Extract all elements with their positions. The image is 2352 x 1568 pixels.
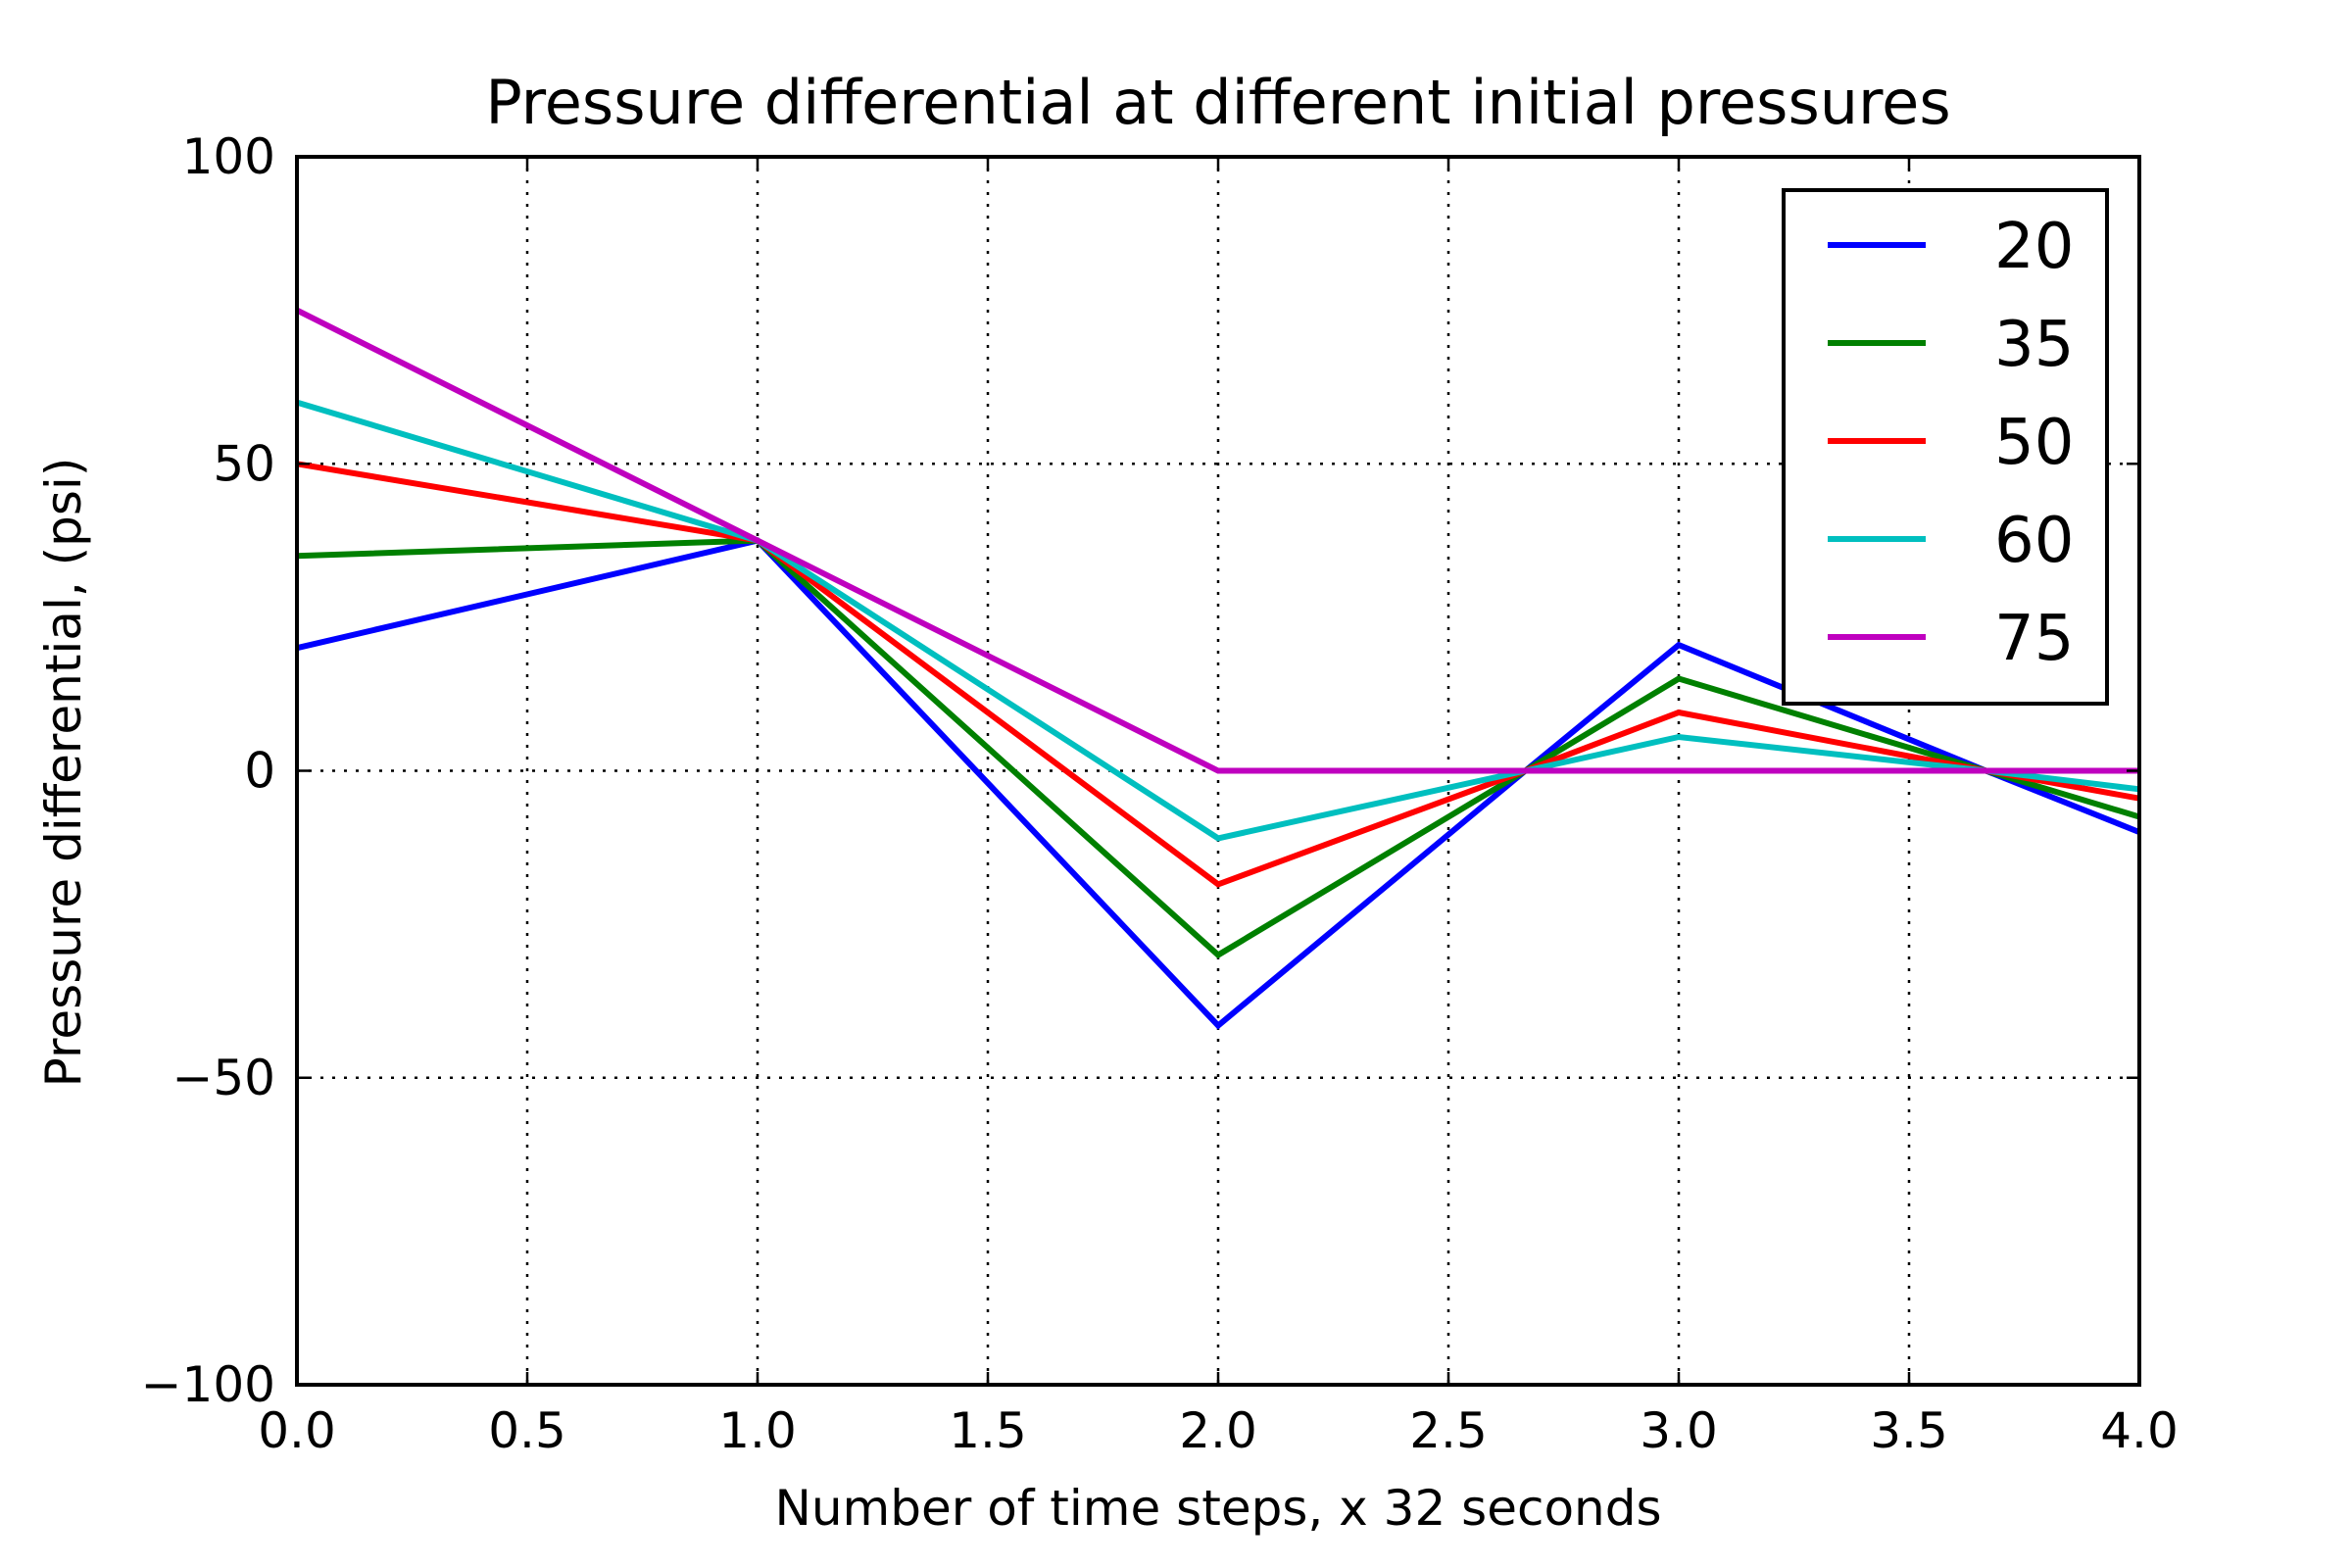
x-axis-label: Number of time steps, x 32 seconds bbox=[774, 1480, 1661, 1537]
x-tick-label: 3.0 bbox=[1640, 1402, 1718, 1459]
legend-label-50: 50 bbox=[1994, 407, 2074, 479]
legend-label-20: 20 bbox=[1994, 211, 2074, 283]
x-tick-label: 2.0 bbox=[1179, 1402, 1257, 1459]
x-tick-label: 0.5 bbox=[488, 1402, 566, 1459]
y-tick-label: −100 bbox=[141, 1356, 275, 1413]
legend-label-75: 75 bbox=[1994, 603, 2074, 675]
legend-box bbox=[1782, 188, 2109, 706]
axis-ticks: 0.0 0.5 1.0 1.5 2.0 2.5 3.0 3.5 4.0 −100 −50 0 50 100 bbox=[141, 128, 2179, 1459]
x-tick-label: 4.0 bbox=[2100, 1402, 2179, 1459]
plot-frame bbox=[295, 155, 2141, 1387]
x-tick-label: 1.0 bbox=[718, 1402, 797, 1459]
x-tick-label: 0.0 bbox=[258, 1402, 336, 1459]
x-tick-label: 1.5 bbox=[949, 1402, 1027, 1459]
legend: 20 35 50 60 75 bbox=[1782, 188, 2109, 706]
y-tick-label: −50 bbox=[172, 1050, 275, 1106]
y-tick-label: 0 bbox=[244, 743, 275, 800]
x-tick-label: 2.5 bbox=[1409, 1402, 1488, 1459]
chart-title: Pressure differential at different initi… bbox=[485, 67, 1950, 138]
y-axis-label: Pressure differential, (psi) bbox=[35, 458, 92, 1088]
series-line-75 bbox=[295, 307, 2139, 774]
legend-label-60: 60 bbox=[1994, 505, 2074, 577]
x-tick-label: 3.5 bbox=[1870, 1402, 1948, 1459]
legend-label-35: 35 bbox=[1994, 309, 2074, 381]
y-tick-label: 50 bbox=[213, 435, 275, 492]
y-tick-label: 100 bbox=[182, 128, 275, 185]
data-series bbox=[295, 307, 2141, 1030]
